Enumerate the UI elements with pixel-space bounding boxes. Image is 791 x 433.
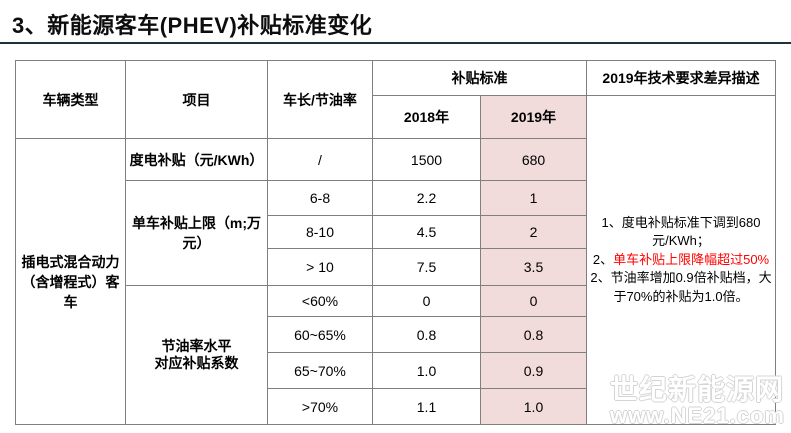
value-2019-cell: 1 [480, 180, 587, 216]
table-row: >70% 1.1 1.0 [16, 388, 776, 425]
header-2018: 2018年 [372, 95, 481, 139]
value-2019-cell: 3.5 [480, 248, 587, 286]
table-row: 60~65% 0.8 0.8 [16, 316, 776, 353]
header-row-2: 2018年 2019年 1、度电补贴标准下调到680元/KWh； 2、单车补贴上… [16, 95, 776, 425]
value-2019-cell: 0.9 [480, 352, 587, 389]
header-row-1: 车辆类型 项目 车长/节油率 补贴标准 2019年技术要求差异描述 [15, 60, 776, 139]
item-per-vehicle-cap: 单车补贴上限（m;万元） [125, 180, 268, 286]
range-cell: 65~70% [267, 352, 373, 389]
header-diff-desc: 2019年技术要求差异描述 [586, 60, 776, 96]
vehicle-type-cell: 插电式混合动力（含增程式）客车 [15, 138, 126, 425]
value-2019-cell: 2 [480, 215, 587, 249]
value-2019-cell: 0.8 [480, 316, 587, 353]
header-2019: 2019年 [480, 95, 587, 139]
page-title: 3、新能源客车(PHEV)补贴标准变化 [12, 13, 373, 38]
value-2018-cell: 1.0 [372, 352, 481, 389]
value-2018-cell: 2.2 [372, 180, 481, 216]
header-length-rate: 车长/节油率 [267, 60, 373, 139]
table-row: 8-10 4.5 2 [16, 215, 776, 249]
value-2018-cell: 4.5 [372, 215, 481, 249]
title-divider [0, 42, 791, 44]
table-row: 插电式混合动力（含增程式）客车 度电补贴（元/KWh） / 1500 680 [15, 138, 776, 425]
value-2018-cell: 1.1 [372, 388, 481, 425]
value-2018-cell: 0 [372, 285, 481, 317]
value-2019-cell: 1.0 [480, 388, 587, 425]
note-line-2-red-text: 单车补贴上限降幅超过50% [613, 251, 770, 267]
range-cell: 60~65% [267, 316, 373, 353]
value-2019-cell: 0 [480, 285, 587, 317]
note-line-2: 2、单车补贴上限降幅超过50% [589, 251, 773, 269]
range-cell: <60% [267, 285, 373, 317]
table-row: 65~70% 1.0 0.9 [16, 352, 776, 389]
range-cell: >70% [267, 388, 373, 425]
notes-cell: 1、度电补贴标准下调到680元/KWh； 2、单车补贴上限降幅超过50% 2、节… [586, 95, 776, 425]
value-2018-cell: 0.8 [372, 316, 481, 353]
item-fuel-saving-coeff: 节油率水平 对应补贴系数 [125, 285, 268, 425]
value-2018-cell: 1500 [372, 138, 481, 181]
range-cell: / [267, 138, 373, 181]
note-line-3: 2、节油率增加0.9倍补贴档，大于70%的补贴为1.0倍。 [590, 270, 772, 304]
subsidy-table-wrapper: 车辆类型 项目 车长/节油率 补贴标准 2019年技术要求差异描述 2018年 … [15, 60, 776, 425]
header-item: 项目 [125, 60, 268, 139]
value-2019-cell: 680 [480, 138, 587, 181]
range-cell: 6-8 [267, 180, 373, 216]
table-row: > 10 7.5 3.5 [16, 248, 776, 286]
note-line-1: 1、度电补贴标准下调到680元/KWh； [601, 214, 761, 249]
item-per-kwh: 度电补贴（元/KWh） [125, 138, 268, 181]
value-2018-cell: 7.5 [372, 248, 481, 286]
note-line-2-prefix: 2、 [592, 251, 614, 267]
range-cell: > 10 [267, 248, 373, 286]
subsidy-table: 车辆类型 项目 车长/节油率 补贴标准 2019年技术要求差异描述 2018年 … [15, 60, 776, 425]
table-row: 单车补贴上限（m;万元） 6-8 2.2 1 [16, 180, 776, 286]
header-subsidy-standard: 补贴标准 [372, 60, 587, 96]
header-vehicle-type: 车辆类型 [15, 60, 126, 139]
range-cell: 8-10 [267, 215, 373, 249]
